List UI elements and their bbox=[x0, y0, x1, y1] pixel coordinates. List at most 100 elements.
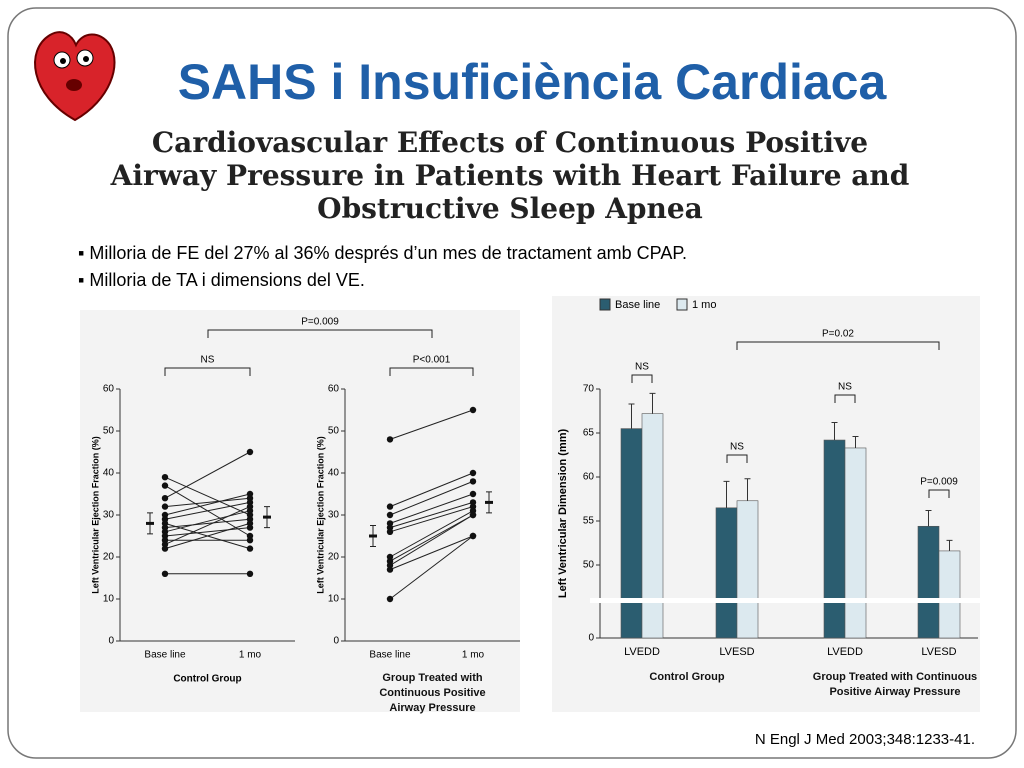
article-title: Cardiovascular Effects of Continuous Pos… bbox=[110, 126, 910, 225]
dot bbox=[161, 495, 169, 502]
pair-line bbox=[389, 501, 474, 529]
pair-line bbox=[389, 535, 474, 600]
annotation: P<0.001 bbox=[413, 355, 451, 366]
bracket bbox=[834, 394, 856, 403]
pair-line bbox=[164, 493, 251, 516]
dot bbox=[386, 528, 394, 535]
pair-line bbox=[164, 476, 251, 516]
y-tick-label: 60 bbox=[103, 384, 115, 395]
bullet-text: Milloria de FE del 27% al 36% després d’… bbox=[89, 243, 688, 263]
bracket bbox=[928, 489, 950, 498]
error-bar bbox=[852, 436, 859, 448]
axis-break bbox=[590, 598, 980, 603]
x-axis-label: Control Group bbox=[173, 674, 241, 685]
annotation: P=0.009 bbox=[920, 477, 958, 488]
dot bbox=[469, 532, 477, 540]
dot bbox=[161, 482, 169, 489]
panel bbox=[552, 296, 980, 712]
y-tick-label: 50 bbox=[103, 426, 115, 437]
dot bbox=[246, 490, 254, 498]
error-bar bbox=[744, 478, 751, 501]
annotation: P=0.02 bbox=[822, 329, 854, 340]
dot bbox=[161, 570, 169, 577]
legend-swatch bbox=[599, 298, 611, 311]
pair-line bbox=[389, 510, 474, 558]
x-tick-label: LVESD bbox=[921, 646, 956, 658]
dot bbox=[386, 503, 394, 510]
bar bbox=[938, 550, 961, 639]
bar bbox=[620, 428, 643, 639]
y-tick-label: 65 bbox=[583, 428, 595, 439]
pair-line bbox=[389, 514, 474, 562]
x-tick-label: Base line bbox=[369, 650, 411, 661]
x-tick-label: LVEDD bbox=[624, 646, 660, 658]
dot bbox=[246, 545, 254, 552]
dot bbox=[246, 537, 254, 544]
bracket bbox=[389, 367, 474, 376]
x-tick-label: Base line bbox=[144, 650, 186, 661]
error-bar bbox=[925, 509, 932, 527]
mean-mark bbox=[146, 521, 154, 525]
y-tick-label: 10 bbox=[328, 594, 340, 605]
bullet: ▪ Milloria de TA i dimensions del VE. bbox=[78, 270, 365, 290]
pair-line bbox=[164, 451, 251, 499]
bullet: ▪ Milloria de FE del 27% al 36% després … bbox=[78, 243, 688, 263]
dot bbox=[161, 474, 169, 481]
y-tick-label: 50 bbox=[583, 560, 595, 571]
annotation: NS bbox=[730, 442, 744, 453]
y-axis-label: Left Ventricular Ejection Fraction (%) bbox=[315, 436, 325, 594]
y-tick-label: 0 bbox=[588, 633, 594, 644]
dot bbox=[246, 448, 254, 456]
dot bbox=[161, 545, 169, 552]
dot bbox=[469, 406, 477, 414]
dot bbox=[469, 469, 477, 477]
x-axis-label: Group Treated with Continuous Positive A… bbox=[379, 672, 486, 714]
dot bbox=[246, 520, 254, 527]
bullet-text: Milloria de TA i dimensions del VE. bbox=[89, 270, 365, 290]
dot bbox=[386, 566, 394, 573]
error-bar bbox=[831, 421, 838, 441]
y-tick-label: 50 bbox=[328, 426, 340, 437]
y-axis-label: Left Ventricular Ejection Fraction (%) bbox=[90, 436, 100, 594]
bracket bbox=[726, 454, 748, 463]
pair-line bbox=[164, 527, 251, 537]
bar bbox=[844, 447, 867, 639]
group-label: Group Treated with Continuous Positive A… bbox=[812, 671, 978, 698]
bar bbox=[823, 439, 846, 639]
mean-mark bbox=[369, 534, 377, 538]
error-bar bbox=[723, 480, 730, 508]
bracket bbox=[164, 367, 251, 376]
pair-line bbox=[164, 506, 251, 545]
group-label: Control Group bbox=[649, 671, 725, 683]
x-tick-label: 1 mo bbox=[462, 650, 485, 661]
x-tick-label: LVESD bbox=[719, 646, 754, 658]
y-tick-label: 0 bbox=[333, 636, 339, 647]
error-bar bbox=[628, 403, 635, 429]
legend-label: 1 mo bbox=[692, 299, 716, 311]
mean-mark bbox=[263, 515, 271, 519]
bracket bbox=[631, 374, 653, 383]
annotation: NS bbox=[635, 362, 649, 373]
pair-line bbox=[389, 535, 474, 571]
mean-mark bbox=[485, 500, 493, 504]
pair-line bbox=[389, 506, 474, 533]
x-tick-label: LVEDD bbox=[827, 646, 863, 658]
bar bbox=[917, 525, 940, 639]
bar bbox=[641, 413, 664, 639]
annotation: NS bbox=[838, 382, 852, 393]
legend-label: Base line bbox=[615, 299, 660, 311]
dot bbox=[386, 595, 394, 603]
pair-line bbox=[164, 510, 251, 533]
y-tick-label: 30 bbox=[328, 510, 340, 521]
pair-line bbox=[389, 480, 474, 516]
dot bbox=[469, 490, 477, 498]
slide-title: SAHS i Insuficiència Cardiaca bbox=[178, 54, 888, 110]
pair-line bbox=[164, 522, 251, 550]
bullet-list: ▪ Milloria de FE del 27% al 36% després … bbox=[78, 240, 687, 294]
y-axis-label: Left Ventricular Dimension (mm) bbox=[557, 429, 569, 599]
legend-swatch bbox=[676, 298, 688, 311]
annotation: NS bbox=[201, 355, 215, 366]
pair-line bbox=[164, 518, 251, 529]
dot bbox=[386, 436, 394, 443]
